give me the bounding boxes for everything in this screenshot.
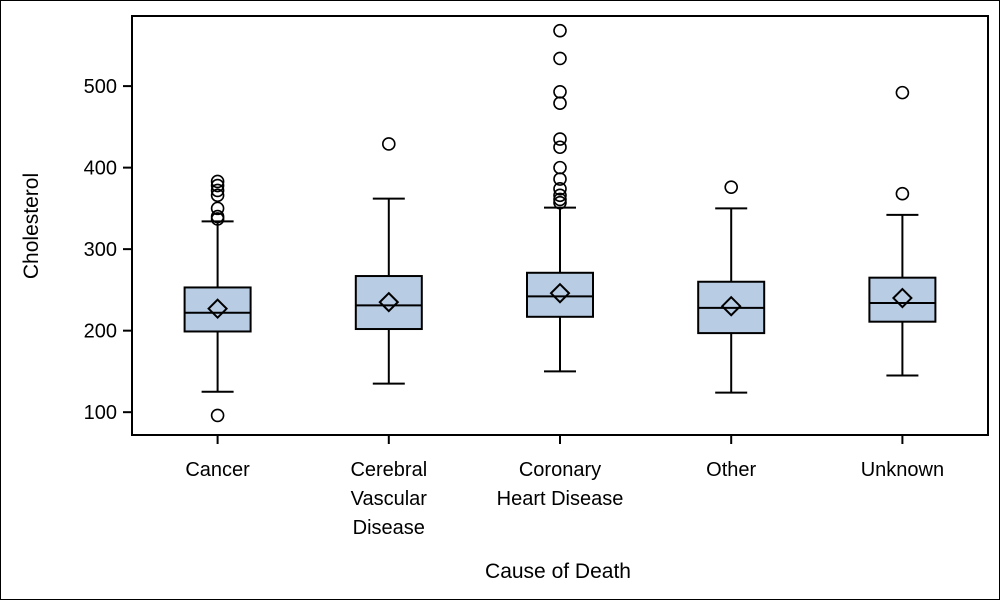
box-coronary-heart-disease [526, 23, 594, 373]
outlier-point [553, 85, 567, 99]
y-tick-label: 400 [84, 158, 117, 180]
box-cerebral-vascular-disease [354, 137, 423, 385]
mean-marker [378, 291, 400, 313]
y-tick-label: 500 [84, 76, 117, 98]
outlier-point [553, 23, 567, 38]
box-marks [183, 23, 937, 423]
y-axis-title: Cholesterol [20, 173, 43, 279]
outlier-point [553, 140, 567, 155]
iqr-box [183, 286, 252, 333]
x-axis: Cancer Cerebral Vascular Disease Coronary Hea… [185, 435, 944, 539]
outlier-point [553, 51, 567, 66]
mean-marker [720, 295, 742, 317]
outlier-point [553, 160, 567, 175]
x-tick-label-line: Cerebral [350, 459, 427, 481]
x-tick-label-line: Unknown [861, 459, 944, 481]
mean-marker [207, 298, 229, 320]
mean-marker [549, 282, 571, 304]
iqr-box [868, 276, 937, 323]
outlier-point [210, 408, 225, 423]
y-tick-label: 300 [84, 239, 117, 261]
box-cancer [183, 174, 252, 423]
outlier-point [210, 178, 225, 193]
outlier-point [210, 209, 225, 224]
outlier-point [210, 174, 225, 189]
outlier-point [381, 137, 396, 151]
outlier-point [553, 188, 567, 203]
x-tick-label: Cancer [185, 459, 250, 481]
iqr-box [354, 275, 423, 331]
x-tick-label-line: Other [706, 459, 756, 481]
y-tick-label: 100 [84, 402, 117, 424]
mean-marker [891, 287, 913, 309]
outlier-point [210, 188, 225, 203]
outlier-point [553, 195, 567, 210]
x-tick-label-line: Coronary [519, 459, 601, 481]
x-tick-label-line: Vascular [351, 488, 428, 510]
outlier-point [895, 85, 910, 100]
box-unknown [868, 85, 937, 377]
x-tick-label: Other [706, 459, 756, 481]
outlier-point [553, 182, 567, 196]
outlier-point [210, 183, 225, 198]
x-tick-label-line: Heart Disease [497, 488, 624, 510]
outlier-point [724, 180, 739, 194]
iqr-box [526, 271, 594, 318]
y-axis: 100 200 300 400 500 [84, 76, 132, 424]
outlier-point [553, 132, 567, 146]
outlier-point [553, 192, 567, 207]
x-tick-label: Unknown [861, 459, 944, 481]
outlier-point [895, 186, 910, 201]
outlier-point [210, 201, 225, 216]
x-tick-label-line: Disease [353, 517, 425, 539]
x-tick-label: Coronary Heart Disease [497, 459, 624, 510]
y-tick-label: 200 [84, 321, 117, 343]
x-tick-label: Cerebral Vascular Disease [350, 459, 427, 539]
x-tick-label-line: Cancer [185, 459, 250, 481]
box-other [697, 180, 766, 394]
x-axis-title: Cause of Death [485, 560, 631, 583]
